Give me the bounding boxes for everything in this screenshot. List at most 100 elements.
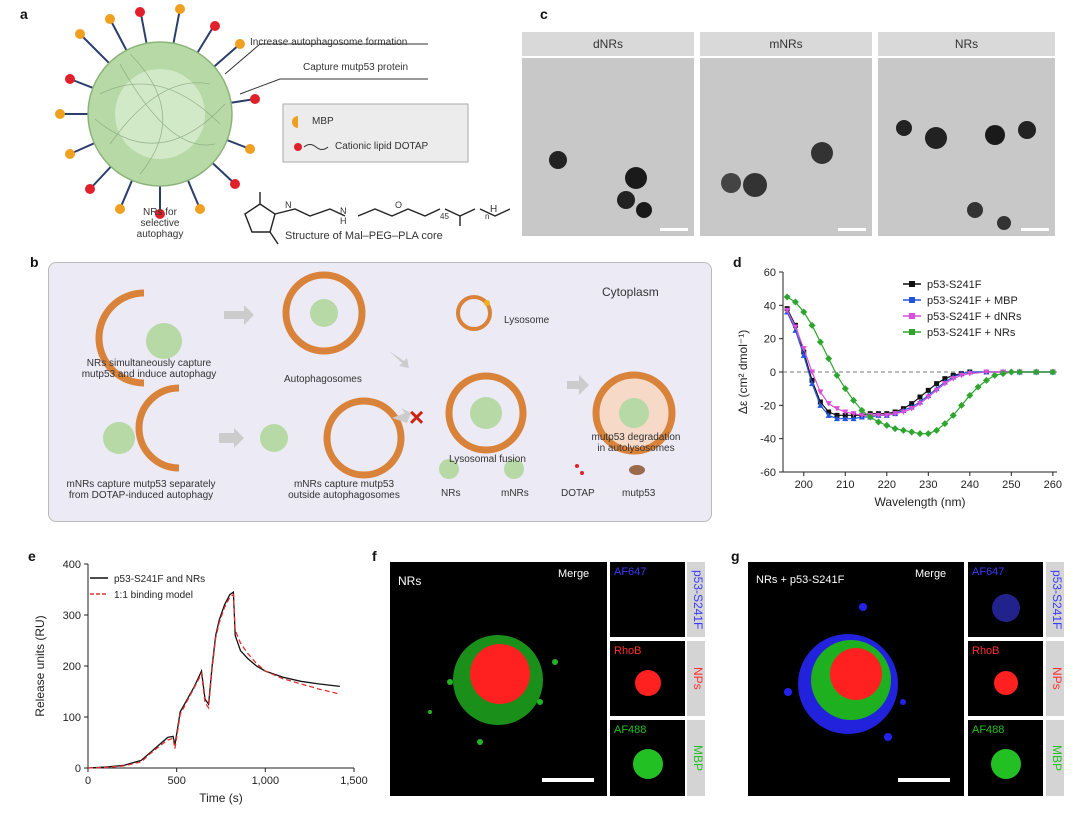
channel-label-af647-f: AF647 xyxy=(614,566,647,578)
data-point xyxy=(825,412,832,418)
channel-label-af647-g: AF647 xyxy=(972,566,1005,578)
data-point xyxy=(917,401,923,407)
y-tick-label: -20 xyxy=(760,400,776,412)
data-point xyxy=(834,412,840,418)
channel-af488-f: AF488 xyxy=(610,720,685,796)
data-point xyxy=(1049,368,1057,376)
data-point xyxy=(908,428,916,436)
data-point xyxy=(800,352,807,358)
data-point xyxy=(899,426,907,434)
data-point xyxy=(966,391,974,399)
nrs-capture-line2: mutp53 and induce autophagy xyxy=(81,369,217,380)
data-point xyxy=(800,346,807,352)
merge-title-f: NRs xyxy=(398,574,422,588)
panel-label-b: b xyxy=(30,254,39,270)
data-point xyxy=(833,371,841,379)
legend-label-2: p53-S241F + dNRs xyxy=(927,311,1022,323)
scale-bar xyxy=(1021,228,1049,231)
x-axis-label: Wavelength (nm) xyxy=(875,495,966,509)
chem-h: H xyxy=(490,204,498,215)
data-point xyxy=(801,349,807,355)
y-tick-label: 20 xyxy=(764,334,776,346)
data-point xyxy=(958,401,966,409)
nrs-capture-text: NRs simultaneously capture mutp53 and in… xyxy=(64,358,234,380)
merge-image-g: NRs + p53-S241F Merge xyxy=(748,562,964,796)
y-tick-label: 400 xyxy=(63,559,81,571)
data-point xyxy=(933,387,940,394)
nr-caption: NRs for selective autophagy xyxy=(120,207,200,240)
series-line-0 xyxy=(87,590,340,769)
data-point xyxy=(808,321,816,329)
x-tick-label: 260 xyxy=(1044,479,1062,491)
channel-label-af488-g: AF488 xyxy=(972,724,1005,736)
mnrs-outside-text: mNRs capture mutp53 outside autophagosom… xyxy=(274,479,414,501)
data-point xyxy=(1032,368,1040,376)
data-point xyxy=(800,308,808,316)
legend-label-0: p53-S241F and NRs xyxy=(114,574,205,585)
data-point xyxy=(942,376,948,382)
data-point xyxy=(850,411,857,417)
data-point xyxy=(825,355,833,363)
data-point xyxy=(842,409,849,415)
data-point xyxy=(784,307,791,314)
data-point xyxy=(999,370,1007,378)
binding-kinetics-chart: 0 500 1,000 1,500 0 100 200 300 400 Time (s) Relea… xyxy=(33,559,368,805)
data-point xyxy=(941,420,949,428)
data-point xyxy=(850,415,857,422)
data-point xyxy=(874,418,882,426)
data-point xyxy=(991,371,999,379)
chem-sub-n: n xyxy=(485,212,490,221)
side-label-p53-f: p53-S241F xyxy=(687,562,705,637)
scale-bar xyxy=(542,778,594,782)
y-tick-label: 60 xyxy=(764,267,776,279)
side-label-nps-g: NPs xyxy=(1046,641,1064,716)
panel-label-a: a xyxy=(20,6,28,22)
x-tick-label: 210 xyxy=(836,479,854,491)
legend-dotap-label: Cationic lipid DOTAP xyxy=(335,141,429,152)
y-tick-label: 300 xyxy=(63,610,81,622)
scale-bar xyxy=(898,778,950,782)
data-point xyxy=(833,415,840,422)
lysosomal-fusion-label: Lysosomal fusion xyxy=(449,454,526,465)
mnrs-separate-line1: mNRs capture mutp53 separately xyxy=(66,479,216,490)
x-tick-label: 230 xyxy=(919,479,937,491)
panel-c: dNRs mNRs NRs xyxy=(522,32,1057,237)
merge-title-g: NRs + p53-S241F xyxy=(756,574,845,586)
legend-label-1: p53-S241F + MBP xyxy=(927,295,1018,307)
panel-b: × Cytoplasm Lysosome NRs simultaneously … xyxy=(48,262,712,522)
legend-label-3: p53-S241F + NRs xyxy=(927,327,1016,339)
data-point xyxy=(817,389,824,395)
data-point xyxy=(842,412,848,418)
legend-marker-3 xyxy=(909,329,915,335)
data-point xyxy=(924,430,932,438)
structure-caption: Structure of Mal–PEG–PLA core xyxy=(285,230,443,242)
panel-label-f: f xyxy=(372,548,377,564)
chem-nh-h: H xyxy=(340,216,347,226)
data-point xyxy=(909,401,915,407)
data-point xyxy=(917,394,923,400)
nr-schematic xyxy=(55,4,511,245)
data-point xyxy=(892,411,899,417)
legend-dotap-label: DOTAP xyxy=(561,488,595,499)
panel-a: Increase autophagosome formation Capture… xyxy=(40,4,511,249)
mnrs-separate-line2: from DOTAP-induced autophagy xyxy=(68,490,214,501)
series-line-1 xyxy=(87,593,340,769)
data-point xyxy=(1007,368,1015,376)
data-point xyxy=(858,412,865,419)
y-tick-label: 0 xyxy=(770,367,776,379)
x-tick-label: 0 xyxy=(85,775,91,787)
data-point xyxy=(900,409,907,415)
side-label-mbp-f: MBP xyxy=(687,720,705,796)
nr-caption-line2: selective autophagy xyxy=(136,218,184,240)
data-point xyxy=(941,381,948,387)
callout-autophagosome: Increase autophagosome formation xyxy=(250,37,408,48)
panel-label-d: d xyxy=(733,254,742,270)
channel-label-af488-f: AF488 xyxy=(614,724,647,736)
data-point xyxy=(925,387,931,393)
x-axis-label: Time (s) xyxy=(199,791,243,805)
tem-image-mnrs xyxy=(700,58,872,236)
side-label-mbp-g: MBP xyxy=(1046,720,1064,796)
x-tick-label: 250 xyxy=(1002,479,1020,491)
degradation-line1: mutp53 degradation xyxy=(591,432,681,443)
tem-header-nrs: NRs xyxy=(878,32,1055,56)
